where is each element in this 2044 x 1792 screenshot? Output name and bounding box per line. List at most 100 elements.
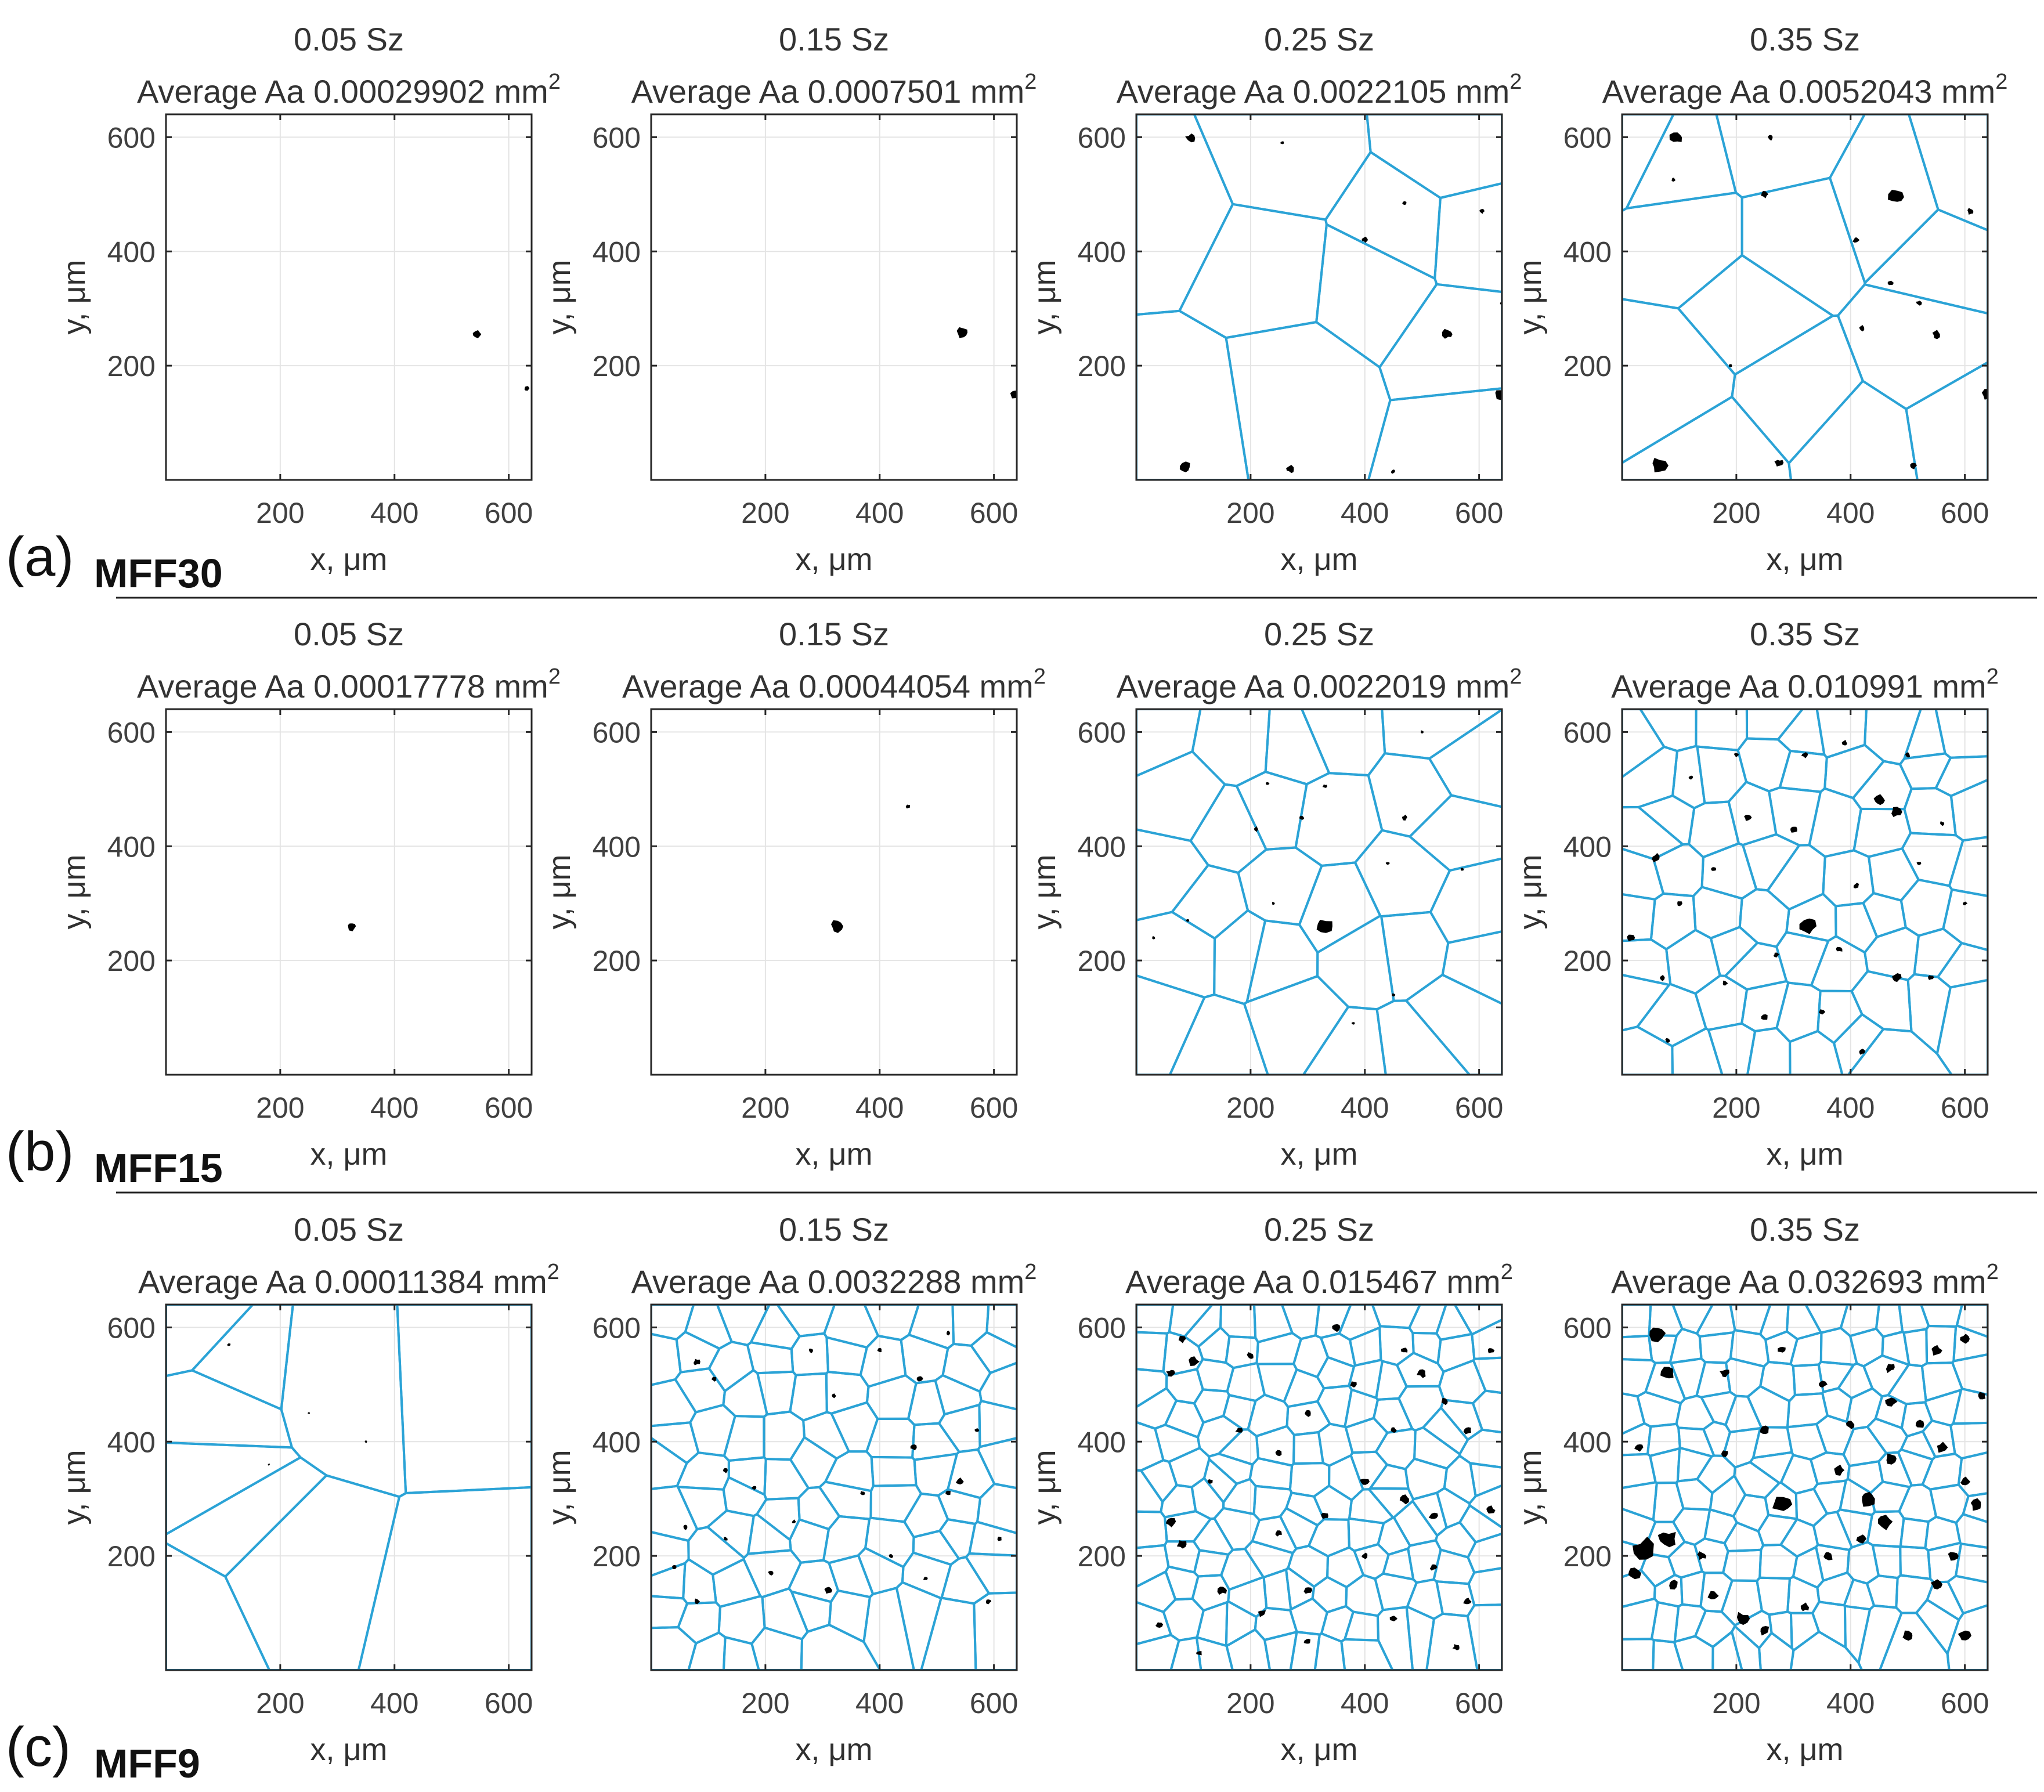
voronoi-cell [1694,974,1749,1031]
voronoi-cell [1136,750,1226,842]
particle-point [723,1468,728,1473]
voronoi-cells [166,1305,532,1670]
particle-point [997,1537,1002,1541]
particle-point [1351,1022,1355,1025]
axes-box [165,113,533,481]
row-material-label: MFF15 [94,1146,223,1191]
panel-title: 0.35 Sz [1750,21,1860,57]
voronoi-cell [1849,1327,1884,1368]
grid-lines [1136,114,1502,480]
particle-point [227,1343,231,1346]
y-tick-label: 200 [1563,945,1612,977]
tick-marks [166,114,532,480]
panel-mff30-1: 0.05 Sz Average Aa 0.00029902 mm2 200 400 60… [57,21,561,577]
voronoi-cell [396,1305,532,1494]
voronoi-cell [1622,1025,1674,1075]
voronoi-cell [1411,1491,1448,1537]
voronoi-cell [978,1361,1017,1411]
particle-point [1235,1428,1243,1433]
particle-point [905,804,911,809]
voronoi-cell [707,1341,755,1393]
voronoi-cell [1768,786,1822,847]
voronoi-cell [968,1520,1017,1557]
voronoi-cell [716,1305,771,1346]
particle-point [1856,1534,1866,1544]
voronoi-cell [970,1331,1017,1374]
particle-point [1721,1450,1728,1457]
particle-point [1286,465,1294,474]
panel-title: 0.35 Sz [1750,1211,1860,1248]
particle-point [1836,946,1843,952]
y-tick-label: 200 [1078,350,1126,382]
voronoi-cell [1279,1507,1319,1550]
voronoi-cell [1313,1632,1346,1670]
voronoi-cell [1779,1518,1819,1558]
plot-content [472,330,530,391]
particles [672,1331,1002,1605]
particle-point [694,1598,700,1605]
particle-point [1671,178,1675,182]
particle-point [693,1359,700,1365]
voronoi-cell [651,1436,688,1490]
particle-point [348,923,356,931]
particle-point [1736,1612,1750,1625]
voronoi-cell [166,1369,293,1449]
voronoi-cell [280,1305,407,1498]
aa-label-text: Average Aa 0.010991 mm [1611,668,1987,704]
particle-point [712,1376,717,1382]
y-tick-label: 400 [1078,1426,1126,1458]
aa-label-text: Average Aa 0.0022019 mm [1117,668,1510,704]
particle-point [1846,1421,1855,1429]
particle-point [1452,1644,1460,1650]
voronoi-cell [1225,1600,1258,1648]
particle-point [1801,752,1808,758]
y-tick-label: 600 [1078,1312,1126,1344]
y-tick-label: 200 [593,350,641,382]
aa-unit-superscript: 2 [1509,664,1522,689]
particle-point [308,1412,310,1414]
grid-lines [166,1305,532,1670]
particle-point [1931,1345,1942,1356]
x-tick-label: 600 [1455,1687,1503,1719]
y-tick-label: 200 [107,945,156,977]
x-tick-label: 400 [1826,1092,1875,1124]
y-tick-label: 400 [1563,1426,1612,1458]
voronoi-cell [1371,1305,1421,1329]
y-tick-label: 600 [1078,716,1126,749]
voronoi-cell [1949,779,1988,842]
voronoi-cell [1897,1448,1934,1487]
x-tick-label: 200 [1226,1092,1274,1124]
voronoi-cell [1675,1477,1714,1511]
particle-point [1760,1425,1769,1435]
y-axis-label: y, μm [1513,1450,1548,1524]
aa-unit-superscript: 2 [1034,664,1046,689]
voronoi-cell [1833,1013,1885,1075]
particle-point [1928,975,1934,980]
plot-content [651,1305,1017,1670]
voronoi-cell [1947,1574,1988,1615]
voronoi-cell [1789,1630,1864,1670]
aa-label-text: Average Aa 0.00044054 mm [622,668,1034,704]
y-tick-label: 200 [107,1540,156,1573]
particle-point [1179,461,1190,472]
voronoi-cell [1915,1598,1960,1655]
x-tick-label: 200 [1226,1687,1274,1719]
voronoi-cells [1136,114,1502,480]
voronoi-cell [800,1623,882,1670]
voronoi-cell [1136,114,1234,316]
particle-point [1888,190,1904,202]
voronoi-cell [1946,1604,1988,1670]
voronoi-cell [1472,1356,1502,1394]
particle-point [1428,1512,1438,1519]
particle-point [1859,325,1865,332]
voronoi-cell [1367,752,1453,838]
voronoi-cell [1622,1305,1652,1339]
voronoi-cell [1136,1368,1168,1408]
x-axis-label: x, μm [795,1732,872,1767]
particle-point [724,1537,728,1541]
y-tick-label: 600 [593,121,641,154]
aa-unit-superscript: 2 [1995,70,2007,94]
